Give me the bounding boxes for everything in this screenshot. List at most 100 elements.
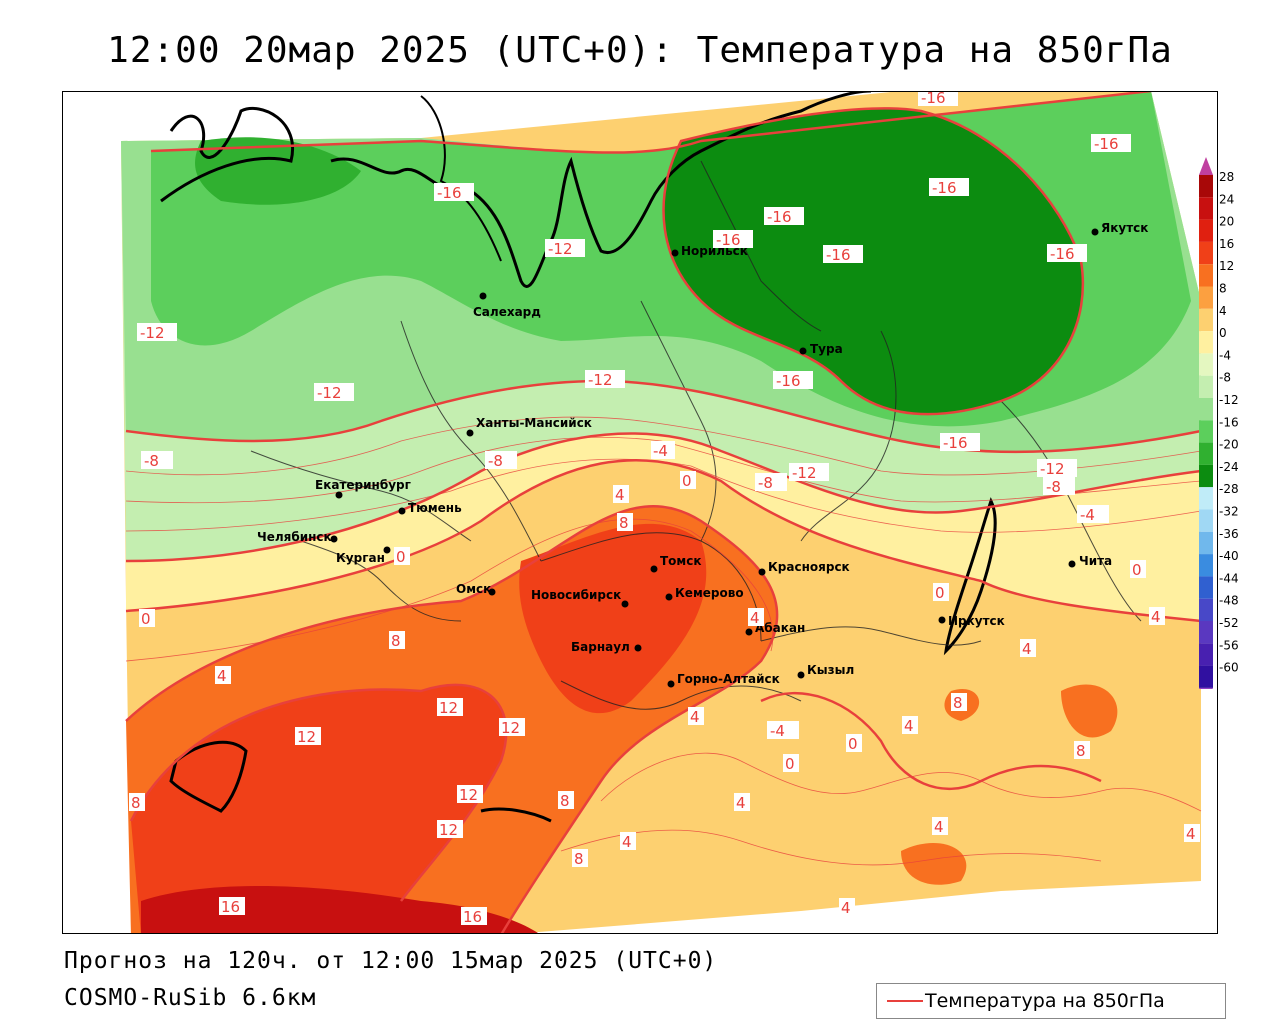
city-kurgan: Курган (336, 546, 391, 565)
city-yekaterinburg: Екатеринбург (315, 478, 411, 499)
scale-swatch (1199, 598, 1213, 621)
svg-text:16: 16 (221, 898, 240, 916)
scale-swatch (1199, 665, 1213, 688)
scale-swatch (1199, 308, 1213, 332)
svg-text:Курган: Курган (336, 551, 385, 565)
iso-label: -16 (713, 230, 753, 249)
iso-label: 16 (219, 897, 245, 916)
scale-tick-label: -20 (1219, 438, 1239, 452)
iso-label: -16 (940, 433, 980, 452)
svg-text:8: 8 (560, 792, 570, 810)
svg-text:Кемерово: Кемерово (675, 586, 744, 600)
svg-text:Чита: Чита (1079, 554, 1112, 568)
iso-label: 4 (734, 793, 750, 812)
svg-text:16: 16 (463, 908, 482, 926)
svg-text:8: 8 (619, 514, 629, 532)
svg-text:8: 8 (1076, 742, 1086, 760)
iso-label: 0 (783, 754, 799, 773)
svg-text:0: 0 (396, 548, 406, 566)
scale-tick-label: -28 (1219, 482, 1239, 496)
city-khanty-mansiysk: Ханты-Мансийск (466, 416, 592, 437)
svg-text:8: 8 (391, 632, 401, 650)
city-barnaul: Барнаул (571, 640, 642, 654)
iso-label: 12 (457, 785, 483, 804)
svg-text:-8: -8 (758, 474, 773, 492)
scale-swatch (1199, 643, 1213, 666)
scale-swatch (1199, 175, 1213, 198)
svg-text:Абакан: Абакан (755, 621, 805, 635)
scale-swatch (1199, 487, 1213, 510)
city-novosibirsk: Новосибирск (531, 588, 629, 608)
zone-orange-center (519, 523, 707, 714)
map-panel[interactable]: Норильск Салехард Тура Якутск Ханты-Манс… (62, 91, 1218, 934)
city-gorno-altaysk: Горно-Алтайск (667, 672, 780, 688)
svg-text:4: 4 (1151, 608, 1161, 626)
iso-label: 0 (846, 734, 862, 753)
svg-text:12: 12 (439, 821, 458, 839)
svg-text:-16: -16 (716, 231, 741, 249)
color-scale: 28 24 20 16 12 8 4 0 -4 -8 -12 -16 -20 -24 -28 -32 -36 -4… (1199, 157, 1269, 706)
iso-label: -8 (141, 451, 173, 470)
scale-swatch (1199, 531, 1213, 555)
scale-swatch (1199, 219, 1213, 242)
iso-label: 4 (620, 832, 636, 851)
svg-text:Кызыл: Кызыл (807, 663, 854, 677)
city-tomsk: Томск (650, 554, 702, 573)
zone-light-0 (126, 433, 1201, 621)
iso-label: 4 (748, 608, 764, 627)
iso-label: 4 (613, 485, 629, 504)
svg-text:0: 0 (848, 735, 858, 753)
svg-text:-4: -4 (770, 722, 785, 740)
city-chelyabinsk: Челябинск (257, 530, 338, 544)
svg-text:4: 4 (622, 833, 632, 851)
scale-swatch (1199, 197, 1213, 220)
scale-tick-label: -60 (1219, 661, 1239, 675)
scale-tick-label: 4 (1219, 304, 1227, 318)
iso-label: -12 (314, 383, 354, 402)
svg-text:Тюмень: Тюмень (408, 501, 462, 515)
iso-label: -12 (1037, 459, 1077, 478)
svg-text:4: 4 (904, 717, 914, 735)
svg-text:0: 0 (141, 610, 151, 628)
iso-label: -16 (823, 245, 863, 264)
scale-tick-label: -4 (1219, 348, 1231, 362)
iso-label: 4 (688, 707, 704, 726)
city-yakutsk: Якутск (1091, 221, 1148, 236)
svg-text:12: 12 (501, 719, 520, 737)
scale-tick-label: -16 (1219, 415, 1239, 429)
scale-top-arrow (1199, 157, 1213, 175)
scale-tick-label: 16 (1219, 237, 1234, 251)
iso-label: 4 (1020, 639, 1036, 658)
svg-text:4: 4 (841, 899, 851, 917)
iso-label: -12 (789, 463, 829, 482)
svg-text:0: 0 (785, 755, 795, 773)
scale-tick-label: 0 (1219, 326, 1227, 340)
iso-label: -16 (434, 183, 474, 202)
svg-text:8: 8 (574, 850, 584, 868)
aral-sea (169, 740, 248, 813)
iso-label: 4 (1184, 824, 1200, 843)
scale-swatch (1199, 241, 1213, 265)
iso-label: -8 (1043, 477, 1075, 496)
iso-label: 8 (951, 693, 967, 712)
svg-text:-16: -16 (1050, 245, 1075, 263)
svg-text:-12: -12 (588, 371, 613, 389)
svg-text:Новосибирск: Новосибирск (531, 588, 621, 602)
iso-label: 8 (1074, 741, 1090, 760)
scale-tick-label: -52 (1219, 616, 1239, 630)
scale-swatch (1199, 286, 1213, 309)
legend-line-swatch (887, 1000, 923, 1002)
svg-text:4: 4 (934, 818, 944, 836)
svg-text:-4: -4 (653, 442, 668, 460)
iso-label: 8 (617, 513, 633, 532)
scale-tick-label: 20 (1219, 215, 1234, 229)
scale-swatch (1199, 509, 1213, 532)
temperature-map[interactable]: Норильск Салехард Тура Якутск Ханты-Манс… (63, 92, 1218, 934)
svg-text:4: 4 (736, 794, 746, 812)
region-borders (250, 160, 1142, 710)
svg-text:Иркутск: Иркутск (948, 614, 1005, 628)
legend-label: Температура на 850гПа (925, 990, 1165, 1012)
svg-text:4: 4 (1022, 640, 1032, 658)
iso-label: -12 (585, 370, 625, 389)
scale-tick-label: -12 (1219, 393, 1239, 407)
